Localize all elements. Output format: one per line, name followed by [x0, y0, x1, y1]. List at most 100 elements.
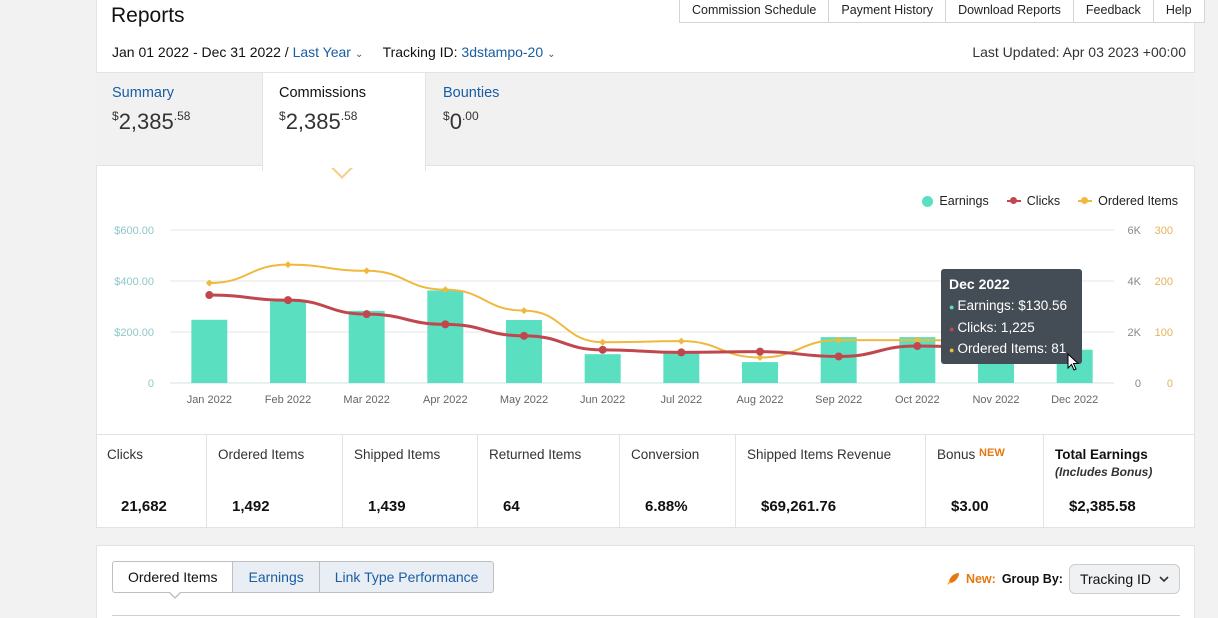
x-tick-label: Apr 2022: [423, 394, 468, 406]
x-tick-label: Oct 2022: [895, 394, 940, 406]
earnings-bar[interactable]: [742, 362, 778, 383]
earnings-bar[interactable]: [348, 310, 385, 383]
stats-row: Clicks 21,682 Ordered Items 1,492 Shipped …: [96, 434, 1195, 528]
ordered-items-point[interactable]: [363, 267, 371, 275]
filter-bar: Jan 01 2022 - Dec 31 2022 / Last Year ⌄ T…: [112, 44, 556, 60]
tooltip-clicks: ● Clicks: 1,225: [949, 319, 1035, 335]
clicks-tick-label: 6K: [1128, 225, 1142, 237]
chevron-down-icon: ⌄: [547, 49, 556, 60]
date-separator: /: [284, 44, 289, 60]
ordered-items-point[interactable]: [599, 338, 607, 346]
legend-clicks[interactable]: Clicks: [1006, 194, 1060, 208]
earnings-bar[interactable]: [191, 319, 228, 383]
ordered-swatch: [1078, 197, 1093, 204]
earnings-chart: 0 0 0 $200.00 2K 100 $400.00 4K 200 $600.00 6K 300 J…: [114, 225, 1173, 406]
nav-feedback[interactable]: Feedback: [1073, 0, 1154, 23]
stat-bonus: Bonus NEW $3.00: [926, 435, 1044, 528]
chart-tooltip: Dec 2022 ● Earnings: $130.56 ● Clicks: 1,2…: [941, 269, 1082, 364]
chevron-down-icon: ⌄: [354, 49, 364, 60]
clicks-point[interactable]: [834, 352, 843, 361]
commissions-amount: $2,385.58: [279, 109, 358, 134]
clicks-point[interactable]: [205, 291, 214, 300]
tab-earnings[interactable]: Earnings: [233, 561, 320, 593]
ordered-items-point[interactable]: [520, 307, 528, 315]
report-tabs-bar: Summary $2,385.58 Commissions $2,385.58 …: [96, 72, 1195, 171]
tab-commissions-label: Commissions: [279, 85, 367, 101]
clicks-point[interactable]: [520, 331, 528, 340]
active-tab-pointer: [331, 167, 353, 179]
legend-earnings[interactable]: Earnings: [922, 194, 989, 208]
tab-bounties-label: Bounties: [443, 85, 500, 101]
x-tick-label: Jul 2022: [661, 394, 703, 406]
x-tick-label: Feb 2022: [265, 394, 311, 406]
group-by-control: New: Group By: Tracking ID: [946, 564, 1180, 594]
ordered-tick-label: 0: [1167, 378, 1173, 390]
tab-ordered-items[interactable]: Ordered Items: [112, 561, 234, 593]
x-tick-label: Dec 2022: [1051, 394, 1098, 406]
nav-download-reports[interactable]: Download Reports: [946, 0, 1074, 23]
bounties-amount: $0.00: [443, 109, 479, 134]
left-tick-label: 0: [148, 378, 154, 390]
tab-commissions[interactable]: Commissions $2,385.58: [262, 73, 426, 171]
period-dropdown[interactable]: Last Year ⌄: [293, 44, 364, 60]
clicks-point[interactable]: [913, 342, 922, 351]
tab-summary-label: Summary: [112, 85, 175, 101]
ordered-items-point[interactable]: [441, 286, 449, 294]
tab-link-type-performance[interactable]: Link Type Performance: [319, 561, 495, 593]
legend-ordered-items[interactable]: Ordered Items: [1078, 194, 1178, 208]
clicks-point[interactable]: [756, 347, 764, 356]
rocket-icon: [946, 573, 959, 585]
earnings-bar[interactable]: [270, 301, 306, 383]
earnings-bar[interactable]: [506, 320, 542, 383]
ordered-items-point[interactable]: [913, 336, 921, 344]
ordered-tick-label: 100: [1155, 327, 1173, 339]
earnings-bar[interactable]: [663, 353, 700, 383]
nav-payment-history[interactable]: Payment History: [829, 0, 947, 23]
breakdown-tabs: Ordered Items Earnings Link Type Perform…: [112, 561, 495, 593]
earnings-swatch: [922, 195, 934, 207]
x-tick-label: Aug 2022: [736, 394, 783, 406]
clicks-point[interactable]: [362, 310, 371, 319]
earnings-bar[interactable]: [427, 290, 464, 383]
stat-shipped-revenue: Shipped Items Revenue $69,261.76: [736, 435, 926, 528]
table-header-line: [112, 615, 1180, 618]
ordered-items-point[interactable]: [677, 337, 685, 345]
clicks-point[interactable]: [677, 348, 686, 357]
chart-legend: Earnings Clicks Ordered Items: [922, 194, 1178, 208]
x-tick-label: May 2022: [500, 394, 548, 406]
last-updated: Last Updated: Apr 03 2023 +00:00: [972, 44, 1186, 60]
ordered-items-point[interactable]: [284, 261, 292, 269]
clicks-point[interactable]: [284, 296, 292, 305]
clicks-tick-label: 4K: [1128, 276, 1142, 288]
tooltip-ordered: ● Ordered Items: 81: [949, 341, 1067, 356]
left-tick-label: $200.00: [114, 327, 154, 339]
nav-help[interactable]: Help: [1153, 0, 1205, 23]
stat-shipped-items: Shipped Items 1,439: [343, 435, 478, 528]
clicks-tick-label: 0: [1135, 378, 1141, 390]
group-by-select[interactable]: Tracking ID: [1068, 564, 1180, 594]
stat-returned-items: Returned Items 64: [478, 435, 620, 528]
ordered-items-point[interactable]: [835, 336, 843, 344]
ordered-items-point[interactable]: [756, 354, 764, 361]
new-label: New:: [965, 572, 996, 586]
tooltip-title: Dec 2022: [949, 276, 1010, 292]
ordered-tick-label: 300: [1155, 225, 1173, 237]
x-tick-label: Jun 2022: [580, 394, 625, 406]
x-tick-label: Nov 2022: [972, 394, 1019, 406]
clicks-tick-label: 2K: [1128, 327, 1142, 339]
active-breakdown-pointer: [168, 591, 182, 599]
clicks-point[interactable]: [598, 345, 607, 354]
tab-summary[interactable]: Summary $2,385.58: [96, 73, 262, 167]
x-tick-label: Mar 2022: [343, 394, 389, 406]
tooltip-earnings: ● Earnings: $130.56: [949, 298, 1068, 313]
nav-commission-schedule[interactable]: Commission Schedule: [679, 0, 830, 23]
tracking-label: Tracking ID:: [382, 44, 458, 60]
mouse-cursor-icon: [1067, 353, 1080, 371]
tracking-id-dropdown[interactable]: 3dstampo-20 ⌄: [461, 44, 555, 60]
ordered-items-point[interactable]: [205, 279, 213, 287]
x-tick-label: Jan 2022: [187, 394, 232, 406]
clicks-point[interactable]: [441, 320, 450, 329]
earnings-bar[interactable]: [584, 354, 621, 383]
group-by-label: Group By:: [1001, 572, 1063, 586]
tab-bounties[interactable]: Bounties $0.00: [427, 73, 593, 167]
